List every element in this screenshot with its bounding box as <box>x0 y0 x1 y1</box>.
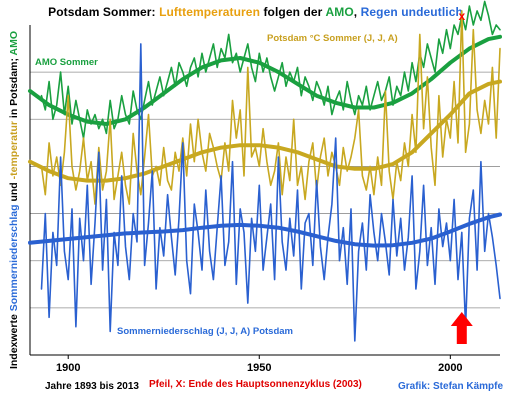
y-axis-label-part: Sommerniederschlag <box>8 204 20 311</box>
y-axis-label-part: in Potsdam; <box>8 55 20 121</box>
annotations: AMO Sommer Potsdam °C Sommer (J, J, A) Som… <box>35 9 473 344</box>
title-part: folgen der <box>260 5 326 19</box>
series-line <box>40 10 501 205</box>
footer-note: Pfeil, X: Ende des Hauptsonnenzyklus (20… <box>149 379 362 390</box>
y-axis-label-part: und <box>8 179 20 204</box>
x-tick-label: 2000 <box>438 362 462 374</box>
title-part: Lufttemperaturen <box>159 5 261 19</box>
series-label-temperature: Potsdam °C Sommer (J, J, A) <box>267 33 398 44</box>
red-arrow-icon <box>450 312 473 344</box>
series-smooth-line <box>28 212 502 248</box>
series-line <box>40 43 501 342</box>
footer-years: Jahre 1893 bis 2013 <box>45 381 139 392</box>
chart-title: Potsdam Sommer: Lufttemperaturen folgen … <box>0 5 511 19</box>
footer-credit: Grafik: Stefan Kämpfe <box>398 381 504 392</box>
y-axis-label: Indexwerte Sommerniederschlag und -tempe… <box>8 31 20 369</box>
title-part: Potsdam Sommer: <box>48 5 160 19</box>
series-label-amo: AMO Sommer <box>35 57 98 68</box>
title-part: , <box>353 5 361 19</box>
x-tick-label: 1950 <box>247 362 271 374</box>
series-lines <box>28 0 502 342</box>
x-tick-label: 1900 <box>56 362 80 374</box>
y-axis-label-part: AMO <box>8 31 20 56</box>
y-axis-label-part: Indexwerte <box>8 311 20 369</box>
x-axis: 1900 1950 2000 <box>56 355 463 374</box>
title-part: AMO <box>325 5 354 19</box>
series-label-precipitation: Sommerniederschlag (J, J, A) Potsdam <box>117 326 293 337</box>
title-part: Regen undeutlich <box>360 5 463 19</box>
x-marker: x <box>458 9 465 23</box>
series-smooth-line <box>28 79 502 183</box>
y-axis-label-part: -temperatur <box>8 121 20 179</box>
